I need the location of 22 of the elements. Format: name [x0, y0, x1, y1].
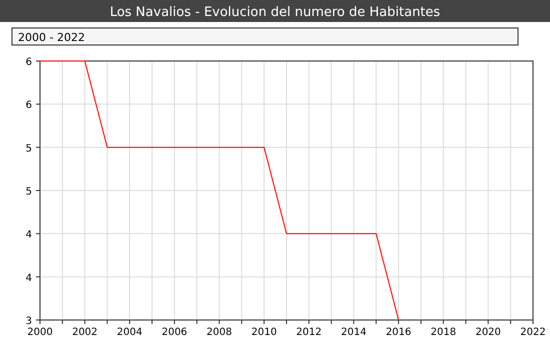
line-series [40, 60, 400, 320]
x-tick-label: 2004 [116, 327, 142, 338]
y-tick-label: 5 [26, 186, 32, 198]
x-tick-label: 2002 [72, 327, 98, 338]
y-tick-label: 3 [26, 316, 32, 327]
x-tick-label: 2006 [162, 327, 188, 338]
x-tick-label: 2000 [27, 327, 53, 338]
text: 2000 - 2022 [18, 31, 85, 44]
x-tick-label: 2018 [430, 327, 456, 338]
y-tick-label: 6 [26, 57, 32, 68]
y-tick-label: 4 [26, 230, 32, 241]
x-tick-label: 2012 [296, 327, 322, 338]
x-tick-label: 2010 [251, 327, 277, 338]
y-tick-label: 4 [26, 272, 32, 284]
x-tick-label: 2014 [341, 327, 366, 338]
chart-title: Los Navalios - Evolucion del numero de Habitantes [110, 5, 440, 20]
x-tick-label: 2008 [206, 327, 232, 338]
x-tick-label: 2020 [475, 327, 501, 338]
y-tick-label: 6 [26, 100, 32, 112]
x-tick-label: 2016 [386, 327, 412, 338]
y-tick-label: 5 [26, 143, 32, 154]
x-tick-label: 2022 [520, 327, 546, 338]
